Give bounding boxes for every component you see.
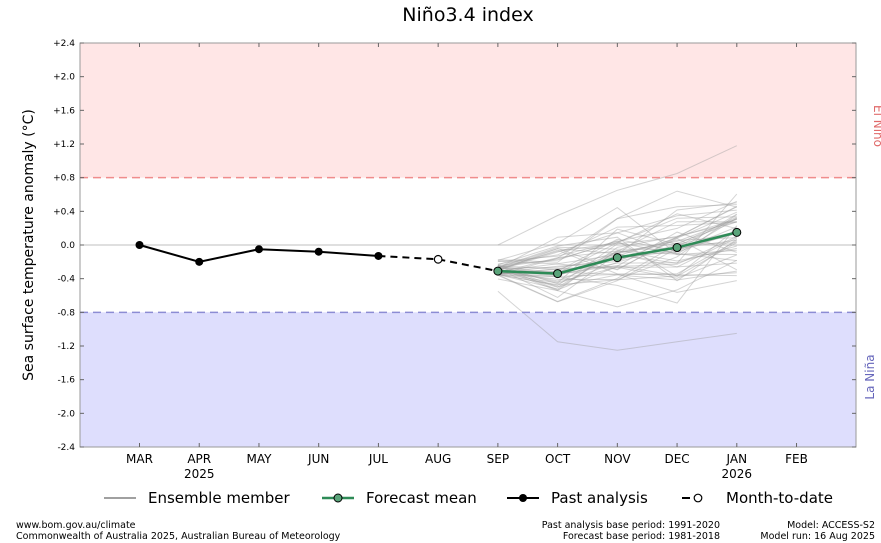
y-tick-label: +2.4 — [53, 39, 75, 49]
ensemble-member-line — [497, 221, 737, 265]
legend-mtd-marker — [693, 493, 703, 503]
el-nino-region — [80, 43, 856, 178]
ensemble-member-line — [497, 205, 738, 271]
x-tick-label: APR — [187, 452, 211, 466]
ensemble-member-line — [497, 239, 737, 303]
ensemble-member-line — [497, 236, 738, 282]
ensemble-member-line — [497, 237, 738, 271]
y-tick-label: -0.8 — [57, 308, 75, 318]
x-tick-label: JAN — [726, 452, 748, 466]
legend-label: Ensemble member — [148, 489, 291, 507]
ensemble-member-line — [497, 254, 737, 279]
x-tick-label: DEC — [664, 452, 689, 466]
ensemble-member-line — [497, 204, 737, 263]
x-tick-label: MAY — [246, 452, 272, 466]
ensemble-member-line — [497, 231, 737, 276]
y-tick-label: +0.4 — [53, 207, 75, 217]
legend-label: Month-to-date — [726, 489, 833, 507]
ensemble-member-line — [497, 231, 737, 285]
y-tick-label: -0.4 — [57, 275, 75, 285]
legend-label: Forecast mean — [366, 489, 477, 507]
forecast-mean-point — [612, 253, 622, 263]
ensemble-member-line — [497, 206, 737, 261]
ensemble-member-line — [497, 247, 737, 290]
footer-base-periods: Past analysis base period: 1991-2020 For… — [480, 520, 720, 542]
ensemble-member-line — [497, 237, 738, 283]
ensemble-member-line — [497, 228, 738, 277]
legend-past-marker — [519, 494, 527, 502]
ensemble-member-line — [497, 290, 737, 351]
forecast-mean-point — [493, 266, 503, 276]
footer-copyright: Commonwealth of Australia 2025, Australi… — [16, 531, 341, 542]
y-tick-label: +1.6 — [53, 106, 75, 116]
forecast-mean-point — [553, 269, 563, 279]
y-tick-label: +2.0 — [53, 73, 75, 83]
el-nino-region-label: El Niño — [871, 105, 881, 147]
x-year-label: 2026 — [722, 467, 753, 481]
ensemble-member-line — [497, 225, 738, 304]
y-tick-label: -2.0 — [57, 409, 75, 419]
ensemble-member-line — [497, 240, 738, 278]
y-tick-label: -2.4 — [57, 443, 75, 453]
past-analysis-point — [374, 251, 383, 260]
forecast-mean-point — [672, 243, 682, 253]
legend-forecast-marker — [333, 493, 343, 503]
x-tick-label: OCT — [545, 452, 571, 466]
chart-title: Niño3.4 index — [402, 4, 533, 26]
la-nina-region — [80, 312, 856, 447]
y-axis-label: Sea surface temperature anomaly (°C) — [21, 109, 37, 381]
ensemble-member-line — [497, 213, 737, 269]
ensemble-member-line — [497, 233, 737, 268]
ensemble-member-line — [497, 272, 737, 286]
x-tick-label: AUG — [425, 452, 451, 466]
ensemble-member-line — [497, 249, 737, 277]
ensemble-member-line — [497, 216, 738, 284]
x-year-label: 2025 — [184, 467, 215, 481]
la-nina-region-label: La Niña — [863, 354, 877, 399]
ensemble-member-line — [497, 232, 737, 269]
y-tick-label: +0.8 — [53, 174, 75, 184]
footer-past-base-period: Past analysis base period: 1991-2020 — [541, 520, 720, 531]
ensemble-member-line — [497, 209, 737, 271]
month-to-date-line — [378, 254, 499, 273]
past-analysis-point — [254, 245, 263, 254]
x-tick-label: MAR — [126, 452, 153, 466]
x-tick-label: NOV — [604, 452, 631, 466]
footer-forecast-base-period: Forecast base period: 1981-2018 — [562, 531, 720, 542]
footer-model-run: Model run: 16 Aug 2025 — [760, 531, 875, 542]
y-tick-label: -1.6 — [57, 376, 75, 386]
y-tick-label: -1.2 — [57, 342, 75, 352]
ensemble-member-line — [497, 218, 737, 287]
ensemble-member-line — [497, 218, 737, 275]
footer-model-info: Model: ACCESS-S2 Model run: 16 Aug 2025 — [720, 520, 875, 542]
forecast-mean-point — [732, 227, 742, 237]
past-analysis-point — [314, 247, 323, 256]
legend-label: Past analysis — [551, 489, 648, 507]
x-tick-label: SEP — [487, 452, 509, 466]
ensemble-member-line — [497, 221, 737, 288]
ensemble-member-line — [497, 200, 738, 262]
ensemble-member-line — [497, 236, 738, 291]
ensemble-member-line — [497, 190, 737, 276]
legend: Ensemble member Forecast mean Past analysi… — [104, 489, 833, 507]
ensemble-member-line — [497, 242, 737, 303]
y-tick-label: +1.2 — [53, 140, 75, 150]
ensemble-member-line — [497, 216, 737, 268]
x-tick-label: JUN — [307, 452, 329, 466]
x-tick-label: JUL — [368, 452, 388, 466]
ensemble-member-line — [497, 145, 738, 246]
ensemble-member-line — [497, 240, 738, 277]
footer-url: www.bom.gov.au/climate — [16, 520, 136, 531]
footer-model: Model: ACCESS-S2 — [787, 520, 875, 531]
ensemble-member-line — [497, 259, 738, 308]
month-to-date-point — [433, 254, 443, 264]
past-analysis-point — [195, 257, 204, 266]
y-tick-label: 0.0 — [61, 241, 76, 251]
past-analysis-point — [135, 241, 144, 249]
footer-source: www.bom.gov.au/climate Commonwealth of A… — [16, 520, 340, 542]
ensemble-member-line — [497, 221, 737, 292]
ensemble-member-line — [497, 265, 737, 288]
x-tick-label: FEB — [785, 452, 808, 466]
